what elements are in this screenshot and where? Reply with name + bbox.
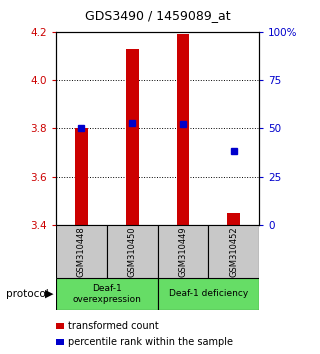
Bar (75, 129, 88, 225)
Text: GSM310452: GSM310452 (229, 226, 238, 277)
Bar (158, 278, 259, 310)
Bar (158, 225, 208, 278)
Bar (107, 225, 158, 278)
Bar (56, 278, 158, 310)
Text: percentile rank within the sample: percentile rank within the sample (68, 337, 233, 347)
Text: Deaf-1 deficiency: Deaf-1 deficiency (169, 289, 248, 298)
Bar (228, 213, 240, 225)
Bar (208, 225, 259, 278)
Text: Deaf-1
overexpression: Deaf-1 overexpression (72, 284, 141, 303)
Bar (126, 49, 139, 225)
Text: transformed count: transformed count (68, 321, 158, 331)
Text: GSM310450: GSM310450 (128, 226, 137, 277)
Text: GDS3490 / 1459089_at: GDS3490 / 1459089_at (85, 9, 230, 22)
Text: ▶: ▶ (45, 289, 54, 299)
Bar (177, 34, 189, 225)
Text: GSM310449: GSM310449 (179, 226, 188, 277)
Text: protocol: protocol (6, 289, 49, 299)
Bar (56, 225, 107, 278)
Text: GSM310448: GSM310448 (77, 226, 86, 277)
